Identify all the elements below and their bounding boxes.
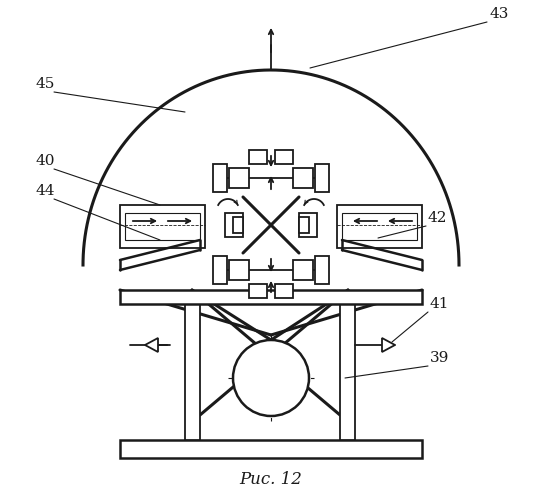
Bar [340,300,355,440]
Text: Рис. 12: Рис. 12 [240,472,302,489]
Bar [185,300,200,440]
Bar [125,213,200,240]
Bar [229,260,249,280]
Bar [120,290,422,304]
Bar [249,284,267,298]
Bar [225,213,243,237]
Bar [120,205,205,248]
Bar [337,205,422,248]
Text: 41: 41 [430,297,449,311]
Bar [213,164,227,192]
Polygon shape [382,338,395,352]
Bar [249,150,267,164]
Circle shape [233,340,309,416]
Bar [120,440,422,458]
Bar [293,168,313,188]
Bar [275,284,293,298]
Text: 44: 44 [36,184,55,198]
Text: 40: 40 [36,154,55,168]
Text: 39: 39 [430,351,449,365]
Bar [315,256,329,284]
Text: 45: 45 [36,77,55,91]
Bar [315,164,329,192]
Bar [299,213,317,237]
Bar [275,150,293,164]
Text: 43: 43 [490,7,509,21]
Bar [213,256,227,284]
Bar [293,260,313,280]
Bar [342,213,417,240]
Bar [233,217,243,233]
Bar [229,168,249,188]
Polygon shape [145,338,158,352]
Bar [299,217,309,233]
Text: 42: 42 [428,211,448,225]
